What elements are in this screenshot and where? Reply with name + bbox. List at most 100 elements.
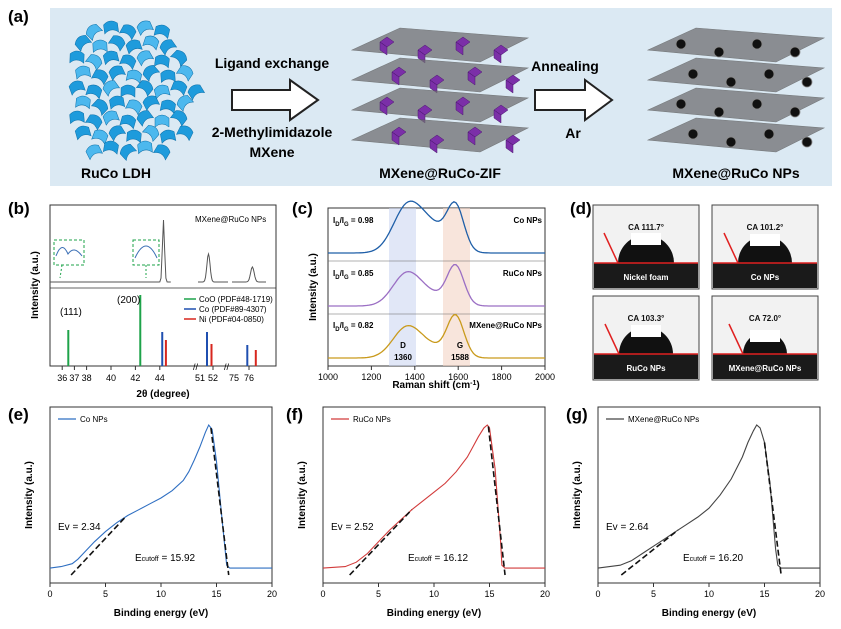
panel-c-ylabel: Intensity (a.u.) (308, 253, 319, 321)
x-tick-label: 38 (82, 373, 92, 383)
droplet-highlight (631, 325, 661, 337)
x-tick-label: 36 (57, 373, 67, 383)
x-tick-label: 5 (103, 589, 108, 599)
inset-200-box (132, 239, 160, 266)
x-axis-label: Binding energy (eV) (387, 608, 481, 619)
ldh-sheet-icon (85, 144, 103, 161)
ldh-sheet-icon (119, 144, 138, 161)
panel-b-legend: CoO (PDF#48-1719) Co (PDF#89-4307) Ni (P… (184, 295, 273, 324)
arrow1-bottom-label-2: MXene (249, 144, 294, 160)
ldh-sheet-icon (74, 35, 93, 52)
y-axis-label: Intensity (a.u.) (572, 461, 583, 529)
ratio-ruco: ID/IG = 0.85 (333, 269, 374, 281)
tangent-line (728, 323, 744, 355)
x-tick-label: 0 (47, 589, 52, 599)
x-tick-label: 20 (267, 589, 277, 599)
right-arrow-icon (534, 78, 614, 122)
x-tick-label: 2000 (535, 372, 555, 382)
ldh-sheet-icon (102, 50, 120, 66)
x-tick-label: 0 (320, 589, 325, 599)
tangent-line (604, 323, 620, 355)
ldh-sheet-icon (102, 110, 120, 126)
ldh-sheet-icon (120, 84, 136, 98)
mxene-sheet-icon (350, 117, 530, 153)
panel-a-label: (a) (8, 7, 29, 26)
substrate-icon (713, 354, 817, 379)
ldh-sheet-icon (153, 84, 171, 100)
substrate-icon (713, 263, 817, 288)
ldh-sheet-icon (119, 54, 137, 70)
g-band-position: 1588 (451, 353, 469, 362)
panel-b: (b) Intensity (a.u.) MXene@RuCo NPs (111… (8, 199, 277, 400)
panel-c-label: (c) (292, 199, 313, 218)
ldh-sheet-icon (109, 95, 126, 110)
x-tick-label: 75 (229, 373, 239, 383)
cutoff-annotation: Ecutoff = 16.20 (683, 553, 744, 564)
tangent-line (603, 232, 619, 264)
panel-f: (f) Intensity (a.u.) Binding energy (eV) 0 5… (286, 405, 550, 619)
x-tick-label: 37 (69, 373, 79, 383)
legend-coo: CoO (PDF#48-1719) (199, 295, 273, 304)
ldh-sheet-icon (85, 84, 103, 100)
ldh-sheet-icon (108, 65, 126, 82)
ldh-sheet-icon (119, 114, 137, 130)
x-tick-label: 52 (208, 373, 218, 383)
panel-d-label: (d) (570, 199, 592, 218)
inset-111-curve (55, 247, 83, 257)
zif-cube-icon (493, 104, 509, 124)
nanoparticle-icon (687, 68, 699, 80)
x-tick-label: 5 (376, 589, 381, 599)
x-tick-label: 15 (211, 589, 221, 599)
valence-fit-line (349, 509, 413, 576)
nanoparticle-icon (725, 76, 737, 88)
ldh-sheet-icon (159, 39, 178, 56)
inset-200-curve (134, 245, 158, 259)
zif-cube-icon (379, 96, 395, 116)
ldh-sheet-icon (102, 80, 121, 97)
mxene-nps-stack-icon (646, 27, 826, 153)
x-tick-label: 5 (651, 589, 656, 599)
ldh-sheet-icon (118, 24, 137, 41)
ldh-sheet-icon (175, 65, 194, 82)
x-tick-label: 1200 (361, 372, 381, 382)
ldh-sheet-icon (153, 24, 170, 40)
x-axis-label: Binding energy (eV) (114, 608, 208, 619)
mxene-zif-stack-icon (350, 27, 530, 154)
ldh-sheet-icon (137, 140, 153, 155)
ldh-sheet-icon (68, 80, 86, 96)
substrate-icon (594, 354, 698, 379)
panel-c-xlabel: Raman shift (cm-1) (392, 380, 479, 392)
ev-annotation: Ev = 2.64 (606, 522, 649, 533)
ldh-sheet-icon (69, 50, 85, 64)
arrow2-bottom-label: Ar (565, 125, 581, 141)
mxene-sheet-icon (646, 87, 826, 123)
ups-spectrum-line (597, 424, 820, 569)
panel-label: (g) (566, 405, 588, 424)
nanoparticle-icon (801, 136, 813, 148)
ldh-sheet-icon (176, 125, 194, 142)
zif-cube-icon (467, 66, 483, 86)
zif-cube-icon (505, 74, 521, 94)
zif-cube-icon (455, 36, 471, 56)
x-tick-label: 44 (155, 373, 165, 383)
contact-angle-image: CA 103.3° RuCo NPs (592, 295, 700, 381)
y-axis-label: Intensity (a.u.) (297, 461, 308, 529)
ldh-sheet-icon (107, 35, 126, 52)
raman-ruco-line (328, 264, 545, 307)
inset-connector (59, 264, 63, 279)
x-tick-label: 0 (595, 589, 600, 599)
x-tick-label: 1400 (405, 372, 425, 382)
panel-a: (a) RuCo LDH Ligand exchange 2-Methylimi… (8, 7, 832, 186)
tangent-line (723, 232, 739, 264)
d-band-region (389, 208, 416, 366)
series-label-co: Co NPs (514, 216, 543, 225)
panel-label: (e) (8, 405, 29, 424)
ldh-sheet-icon (90, 99, 109, 116)
panel-b-sample-label: MXene@RuCo NPs (195, 215, 266, 224)
nanoparticle-icon (725, 136, 737, 148)
ratio-labels: ID/IG = 0.98 ID/IG = 0.85 ID/IG = 0.82 (333, 216, 374, 333)
x-tick-label: 10 (704, 589, 714, 599)
ldh-sheet-icon (125, 99, 143, 116)
ups-spectrum-line (49, 423, 272, 569)
zif-cube-icon (379, 36, 395, 56)
